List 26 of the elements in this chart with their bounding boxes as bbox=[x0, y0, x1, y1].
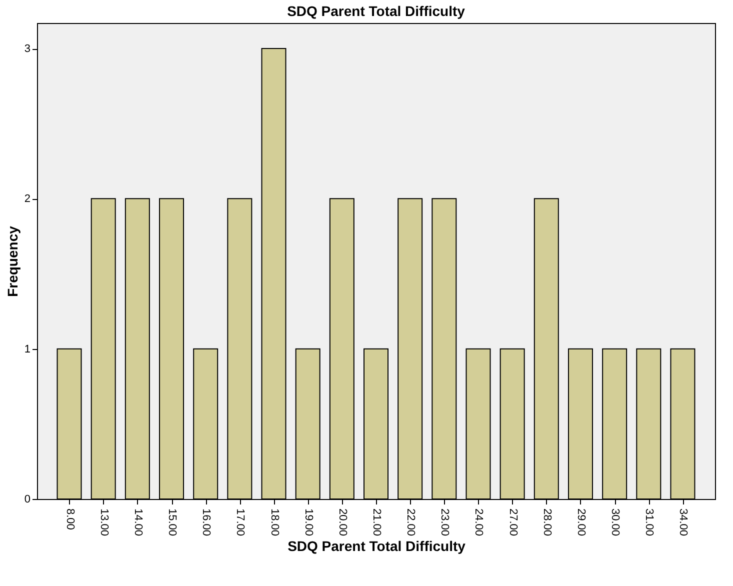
y-tick-label: 3 bbox=[24, 43, 30, 56]
x-axis-title: SDQ Parent Total Difficulty bbox=[288, 538, 466, 554]
x-tick-label: 24.00 bbox=[472, 508, 485, 536]
x-tick-label: 18.00 bbox=[268, 508, 280, 536]
x-tick-label: 27.00 bbox=[506, 508, 519, 536]
x-tick-label: 15.00 bbox=[166, 508, 178, 536]
x-tick-label: 8.00 bbox=[64, 508, 76, 530]
x-tick-label: 16.00 bbox=[200, 508, 212, 536]
x-tick-label: 17.00 bbox=[234, 508, 246, 536]
x-tick-label: 28.00 bbox=[540, 508, 553, 536]
x-tick-label: 30.00 bbox=[609, 508, 622, 536]
y-tick-label: 2 bbox=[24, 193, 30, 206]
y-tick-label: 1 bbox=[24, 343, 30, 356]
x-tick-label: 19.00 bbox=[302, 508, 314, 536]
y-axis-title: Frequency bbox=[4, 226, 20, 297]
y-tick-label: 0 bbox=[24, 494, 30, 506]
x-tick-label: 34.00 bbox=[677, 508, 690, 536]
x-tick-label: 23.00 bbox=[438, 508, 451, 536]
x-tick-label: 14.00 bbox=[132, 508, 144, 536]
x-tick-label: 22.00 bbox=[404, 508, 417, 536]
x-tick-label: 13.00 bbox=[98, 508, 110, 536]
x-tick-label: 21.00 bbox=[370, 508, 382, 536]
x-tick-label: 29.00 bbox=[574, 508, 587, 536]
x-tick-label: 20.00 bbox=[336, 508, 348, 536]
chart-title: SDQ Parent Total Difficulty bbox=[287, 3, 466, 19]
x-tick-label: 31.00 bbox=[643, 508, 656, 536]
